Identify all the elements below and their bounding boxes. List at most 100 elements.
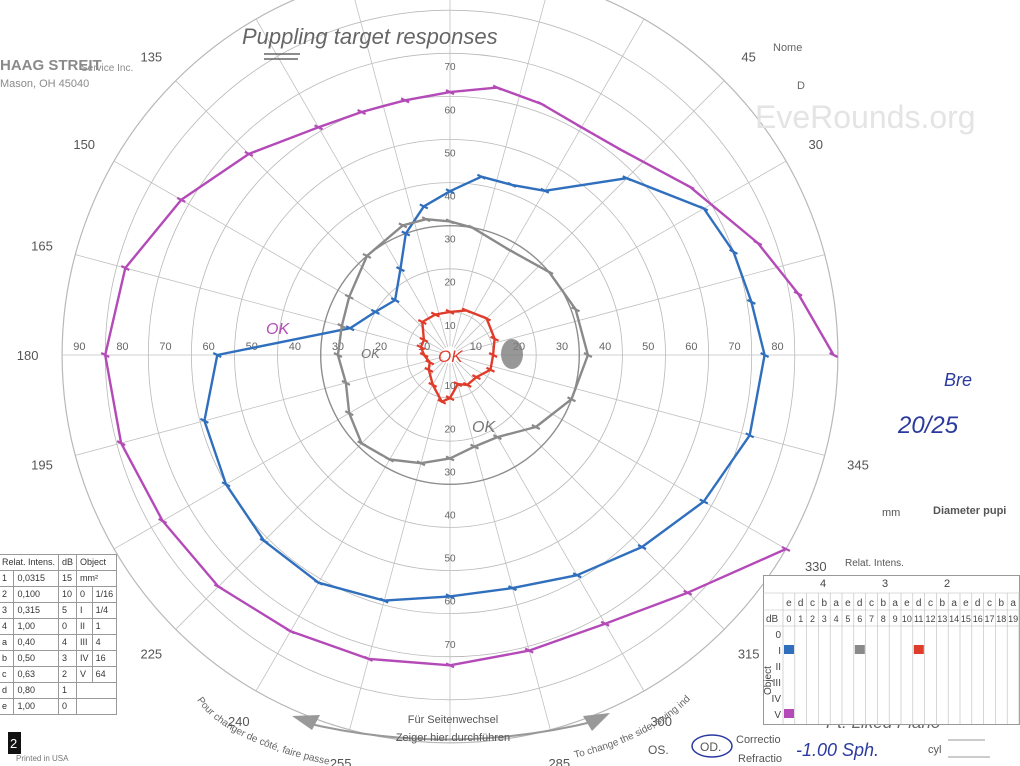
isopter-tick — [445, 89, 455, 96]
grid-letter: b — [881, 598, 887, 609]
isopter-tick — [536, 100, 546, 107]
grid-mark — [784, 709, 794, 718]
angle-label: 150 — [73, 137, 95, 152]
cyl-label: cyl — [928, 744, 941, 756]
isopter-tick — [424, 366, 434, 373]
isopter-tick — [100, 352, 110, 358]
isopter-tick — [544, 268, 554, 275]
isopter-tick — [395, 266, 405, 273]
grid-db-value: 15 — [961, 614, 971, 624]
grid-db-value: 6 — [857, 614, 862, 624]
rel-row-key: b — [0, 650, 15, 667]
isopter-tick — [259, 537, 269, 544]
grid-letter: d — [916, 598, 922, 609]
grid-letter: e — [904, 598, 910, 609]
correction-label: Correctio — [736, 734, 781, 746]
rel-row-value: 0,315 — [13, 602, 60, 619]
isopter-tick — [120, 265, 130, 271]
rel-row-value: 0,63 — [13, 666, 60, 683]
isopter-tick — [781, 545, 791, 552]
rel-row-value: 0,80 — [13, 682, 60, 699]
spoke — [113, 160, 443, 352]
isopter-tick — [540, 187, 550, 194]
ring-label-down: 50 — [444, 554, 456, 565]
acuity-note: 20/25 — [897, 412, 959, 439]
object-size: 64 — [91, 666, 118, 683]
grid-letter: d — [857, 598, 863, 609]
spoke — [175, 360, 445, 630]
object-unit: mm² — [76, 570, 118, 587]
grid-letter: a — [892, 598, 898, 609]
relative-intensity-table: Relat. Intens. dB Object 1 0,0315 15 mm²… — [0, 554, 118, 715]
grid-letter: c — [987, 598, 992, 609]
rel-row-value: 1,00 — [13, 618, 60, 635]
grid-object-label: Object — [763, 666, 774, 695]
spoke — [455, 80, 725, 350]
grid-letter: e — [786, 598, 792, 609]
ok-bottom: OK — [472, 419, 496, 436]
isopter-tick — [462, 381, 472, 388]
isopter-tick — [116, 440, 126, 447]
isopter-tick — [445, 218, 455, 225]
grid-db-value: 18 — [996, 614, 1006, 624]
angle-label: 135 — [140, 49, 162, 64]
nome-label: Nome — [773, 42, 802, 54]
ring-label-down: 70 — [444, 640, 456, 651]
rel-row-db: 10 — [58, 586, 78, 603]
refraction-label: Refractio — [738, 753, 782, 765]
object-size: 4 — [91, 634, 118, 651]
isopter-tick — [461, 307, 471, 314]
spoke — [457, 358, 787, 550]
grid-letter: c — [810, 598, 815, 609]
isopter-tick — [571, 306, 581, 313]
angle-label: 255 — [330, 756, 352, 766]
isopter-tick — [158, 517, 168, 524]
pupil-diameter-label: Diameter pupi — [933, 505, 1006, 517]
isopter-tick — [390, 297, 400, 304]
isopter-tick — [333, 352, 343, 358]
sph-note: -1.00 Sph. — [796, 740, 879, 760]
grid-db-value: 19 — [1008, 614, 1018, 624]
isopter-tick — [364, 655, 374, 662]
ring-label-up: 50 — [444, 148, 456, 159]
grid-db-label: dB — [766, 614, 779, 625]
object-code: III — [76, 634, 93, 651]
isopter-tick — [490, 335, 500, 342]
spoke — [453, 362, 645, 692]
grid-letter: a — [951, 598, 957, 609]
isopter-tick — [445, 395, 455, 402]
grid-letter: b — [822, 598, 828, 609]
grid-db-value: 0 — [786, 614, 791, 624]
isopter-tick — [467, 224, 477, 231]
watermark: EveRounds.org — [755, 99, 976, 135]
ring-label-right: 40 — [599, 341, 611, 353]
rel-row-db: 3 — [58, 650, 78, 667]
isopter-tick — [531, 424, 541, 431]
relat-intens-label: Relat. Intens. — [845, 558, 904, 569]
isopter-tick — [600, 620, 610, 627]
isopter-tick — [213, 583, 223, 590]
ring-label-left: 60 — [203, 341, 215, 353]
isopter-tick — [572, 572, 582, 579]
ok-center: OK — [438, 347, 463, 366]
ring-label-right: 60 — [685, 341, 697, 353]
rel-row-key: 2 — [0, 586, 15, 603]
grid-object-row: IV — [772, 694, 782, 705]
ring-label-right: 70 — [728, 341, 740, 353]
angle-label: 30 — [809, 137, 823, 152]
isopter-tick — [445, 662, 455, 669]
rel-row-db: 0 — [58, 698, 78, 715]
ok-inner-left: OK — [361, 346, 381, 361]
grid-letter: e — [845, 598, 851, 609]
isopter-tick — [505, 247, 515, 254]
rel-row-key: 4 — [0, 618, 15, 635]
isopter-tick — [482, 315, 492, 322]
db-header: dB — [58, 554, 78, 571]
rel-row-value: 0,50 — [13, 650, 60, 667]
spoke — [453, 18, 645, 348]
ring-label-right: 30 — [556, 341, 568, 353]
spoke — [75, 356, 442, 456]
grid-object-row: 0 — [775, 630, 781, 641]
isopter-tick — [753, 239, 763, 246]
rel-row-key: a — [0, 634, 15, 651]
